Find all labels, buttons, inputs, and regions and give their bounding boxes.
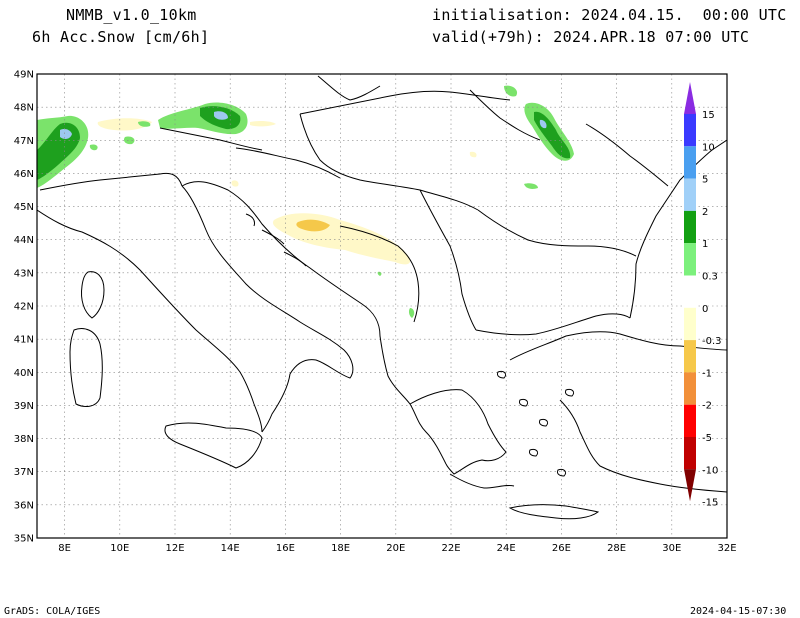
lat-tick-label: 37N [14, 467, 34, 478]
lat-lon-grid [37, 74, 727, 538]
lat-tick-label: 40N [14, 368, 34, 379]
colorbar-segment [684, 372, 696, 405]
coastlines [37, 75, 727, 520]
colorbar-segment [684, 146, 696, 179]
snow-shading [37, 85, 574, 318]
lat-tick-label: 36N [14, 500, 34, 511]
lat-tick-label: 39N [14, 401, 34, 412]
colorbar-label: 0 [702, 304, 708, 315]
lat-tick-label: 49N [14, 70, 34, 81]
model-name: NMMB_v1.0_10km [66, 6, 197, 24]
lon-tick-label: 32E [717, 543, 736, 554]
lat-tick-label: 43N [14, 268, 34, 279]
lon-tick-label: 24E [497, 543, 516, 554]
lat-tick-label: 48N [14, 103, 34, 114]
colorbar-segment [684, 114, 696, 147]
field-name: 6h Acc.Snow [cm/6h] [32, 28, 210, 46]
colorbar-segment [684, 243, 696, 276]
lon-tick-label: 26E [552, 543, 571, 554]
credit-label: GrADS: COLA/IGES [4, 606, 101, 617]
colorbar-label: 0.3 [702, 272, 718, 283]
lon-tick-label: 16E [276, 543, 295, 554]
lon-tick-label: 30E [662, 543, 681, 554]
map-frame [36, 73, 728, 539]
lon-tick-label: 8E [58, 543, 71, 554]
colorbar-label: -1 [702, 368, 712, 379]
init-time: initialisation: 2024.04.15. 00:00 UTC [432, 6, 787, 24]
colorbar-segment [684, 307, 696, 341]
colorbar-label: -2 [702, 401, 712, 412]
colorbar-segment [684, 437, 696, 470]
lon-tick-label: 12E [165, 543, 184, 554]
colorbar-segment [684, 178, 696, 211]
colorbar-segment [684, 275, 696, 308]
lat-tick-label: 47N [14, 136, 34, 147]
snow-area-dinaric-mid [296, 219, 330, 232]
colorbar-label: -5 [702, 433, 712, 444]
colorbar-label: 1 [702, 239, 708, 250]
colorbar-bottom-arrow [684, 469, 696, 502]
lat-tick-label: 42N [14, 302, 34, 313]
lon-tick-label: 14E [221, 543, 240, 554]
lat-tick-label: 38N [14, 434, 34, 445]
lon-tick-label: 18E [331, 543, 350, 554]
colorbar-label: 5 [702, 175, 708, 186]
valid-time: valid(+79h): 2024.APR.18 07:00 UTC [432, 28, 750, 46]
lon-tick-label: 28E [607, 543, 626, 554]
lon-tick-label: 22E [441, 543, 460, 554]
colorbar-label: 10 [702, 142, 715, 153]
lon-tick-label: 20E [386, 543, 405, 554]
lon-tick-label: 10E [110, 543, 129, 554]
colorbar-label: 15 [702, 110, 715, 121]
colorbar-segment [684, 340, 696, 373]
colorbar-label: -0.3 [702, 336, 722, 347]
timestamp-label: 2024-04-15-07:30 [690, 606, 787, 617]
colorbar-top-arrow [684, 82, 696, 114]
longitude-labels: 8E 10E 12E 14E 16E 18E 20E 22E 24E 26E 28E 30E 32E [58, 543, 736, 554]
colorbar-label: -10 [702, 465, 718, 476]
lat-tick-label: 46N [14, 169, 34, 180]
lat-tick-label: 35N [14, 534, 34, 545]
snow-area-hungary-light [97, 118, 152, 131]
colorbar-label: -15 [702, 498, 718, 509]
latitude-labels: 35N 36N 37N 38N 39N 40N 41N 42N 43N 44N 45N 46N 47N 4… [14, 70, 34, 545]
colorbar-segment [684, 404, 696, 437]
colorbar-label: 2 [702, 207, 708, 218]
lat-tick-label: 44N [14, 235, 34, 246]
colorbar: 15 10 5 2 1 0.3 0 -0.3 -1 -2 -5 -10 -15 [684, 82, 722, 509]
colorbar-segment [684, 210, 696, 244]
lat-tick-label: 41N [14, 335, 34, 346]
lat-tick-label: 45N [14, 202, 34, 213]
